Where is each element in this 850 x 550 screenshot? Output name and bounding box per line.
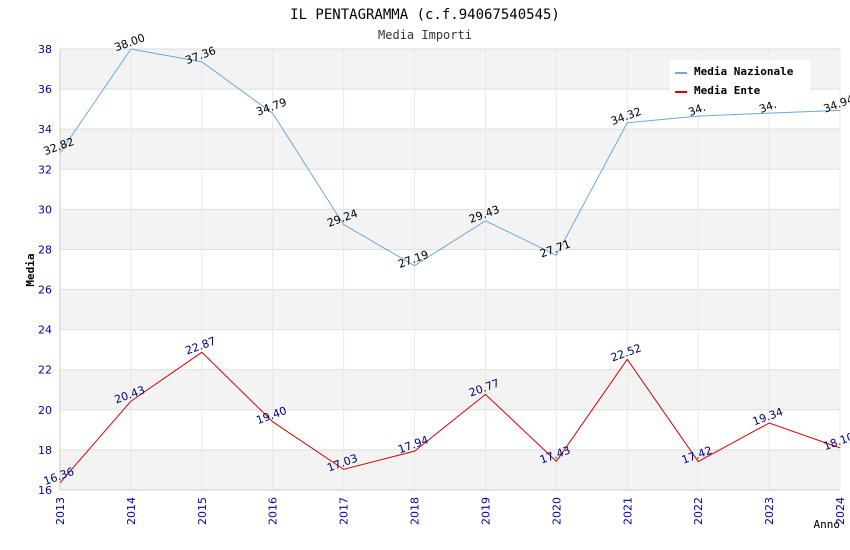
x-axis-label: Anno: [814, 518, 841, 531]
y-tick-label: 36: [38, 83, 52, 96]
series-line-media-ente: [59, 351, 841, 484]
legend-label-media-ente: Media Ente: [694, 84, 761, 97]
y-tick-labels: 16 18 20 22 24 26 28 30 32 34 36 38: [38, 43, 52, 497]
x-tick-label: 2016: [267, 497, 280, 525]
grid-band: [60, 369, 840, 410]
y-tick-label: 32: [38, 163, 52, 176]
y-tick-label: 20: [38, 404, 52, 417]
x-tick-label: 2014: [125, 497, 138, 525]
grid-band: [60, 289, 840, 330]
x-tick-label: 2015: [196, 497, 209, 525]
x-tick-label: 2021: [621, 497, 634, 525]
y-tick-label: 28: [38, 243, 52, 256]
legend-box: [670, 60, 810, 102]
chart-title: IL PENTAGRAMMA (c.f.94067540545): [290, 7, 560, 23]
legend-label-media-nazionale: Media Nazionale: [694, 65, 794, 78]
y-tick-label: 38: [38, 43, 52, 56]
y-tick-label: 22: [38, 364, 52, 377]
x-tick-label: 2019: [479, 497, 492, 525]
data-label: 34.: [757, 98, 778, 116]
x-tick-label: 2023: [763, 497, 776, 525]
grid-bands: [60, 49, 840, 490]
series-line-media-nazionale: [59, 48, 841, 267]
y-axis-label: Media: [24, 253, 37, 286]
legend: Media Nazionale Media Ente: [670, 60, 810, 102]
grid-band: [60, 329, 840, 370]
x-tick-label: 2017: [338, 497, 351, 525]
y-tick-label: 16: [38, 484, 52, 497]
grid-band: [60, 169, 840, 210]
y-tick-label: 34: [38, 123, 52, 136]
y-tick-label: 24: [38, 324, 52, 337]
x-tick-label: 2022: [692, 497, 705, 525]
x-tick-labels: 2013 2014 2015 2016 2017 2018 2019 2020 2021 2022…: [54, 497, 847, 525]
chart-subtitle: Media Importi: [378, 28, 472, 42]
x-tick-label: 2024: [834, 497, 847, 525]
x-tick-label: 2020: [550, 497, 563, 525]
grid-band: [60, 449, 840, 490]
series-lines: [59, 48, 841, 484]
grid-band: [60, 129, 840, 170]
grid-band: [60, 409, 840, 450]
y-tick-label: 26: [38, 284, 52, 297]
grid-band: [60, 249, 840, 290]
y-tick-label: 30: [38, 203, 52, 216]
x-tick-label: 2018: [409, 497, 422, 525]
x-tick-label: 2013: [54, 497, 67, 525]
data-label: 34.: [687, 101, 708, 119]
y-tick-label: 18: [38, 444, 52, 457]
